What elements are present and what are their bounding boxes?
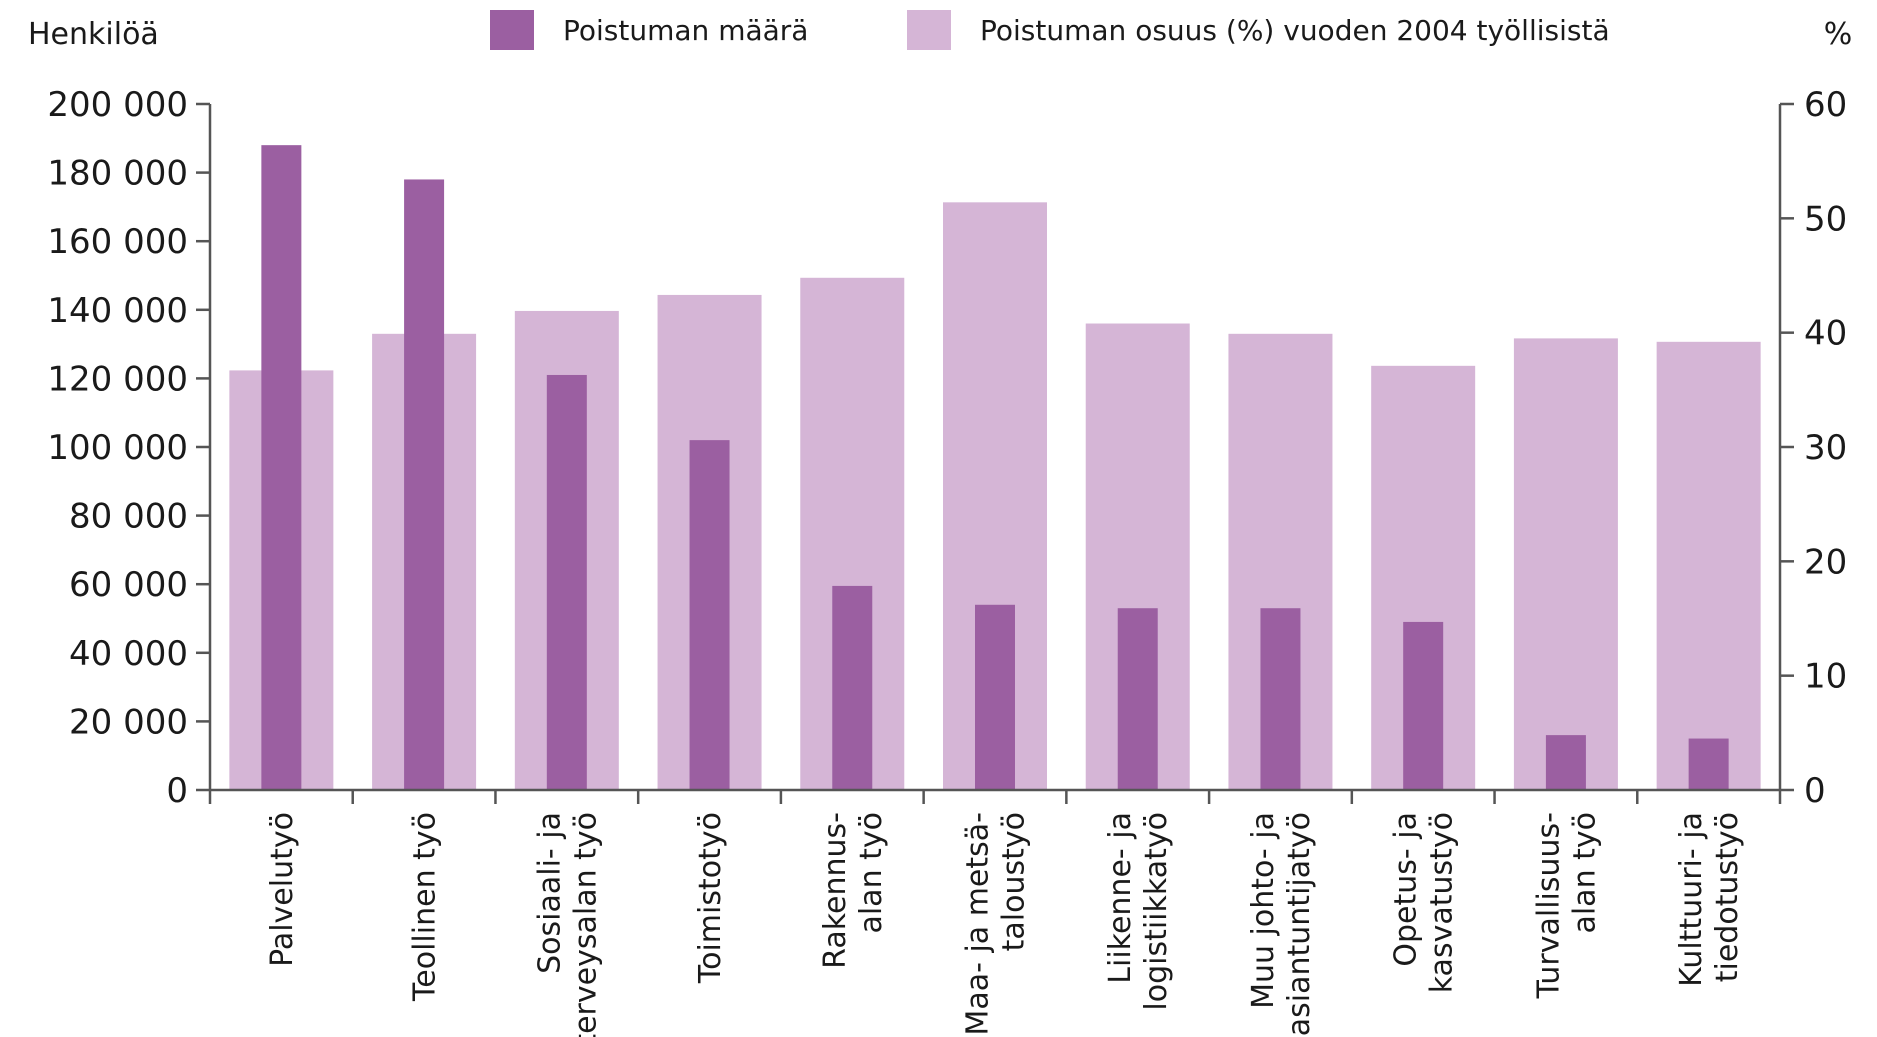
legend-swatch-share (907, 10, 951, 50)
bar-amount (1260, 608, 1301, 790)
x-category-label: Liikenne- ja (1103, 812, 1138, 984)
bar-amount (832, 585, 873, 790)
bar-amount (1545, 735, 1586, 790)
right-tick-label: 10 (1804, 657, 1847, 697)
left-tick-label: 20 000 (69, 702, 188, 742)
bar-amount (975, 604, 1015, 790)
left-tick-label: 100 000 (47, 428, 188, 468)
left-axis-ticks: 0 20 000 40 000 60 000 80 000 100 000 120 000 1… (47, 85, 210, 811)
left-tick-label: 0 (166, 771, 188, 811)
left-tick-label: 120 000 (47, 359, 188, 399)
bar-amount (689, 440, 730, 790)
left-tick-label: 160 000 (47, 222, 188, 262)
amount-bars (261, 145, 1729, 790)
x-category-label: Palvelutyö (265, 812, 300, 967)
right-tick-label: 0 (1804, 771, 1826, 811)
x-category-label: Opetus- ja (1389, 812, 1424, 967)
right-tick-label: 60 (1804, 85, 1847, 125)
x-category-label: kasvatustyö (1425, 812, 1460, 993)
x-category-label: alan työ (1567, 812, 1602, 934)
left-tick-label: 140 000 (47, 291, 188, 331)
bar-share (1513, 338, 1618, 790)
legend-label-share: Poistuman osuus (%) vuoden 2004 työllisi… (980, 14, 1610, 47)
x-category-label: Kulttuuri- ja (1674, 812, 1709, 987)
bar-amount (404, 179, 445, 790)
x-category-label: Toimistotyö (693, 812, 728, 984)
x-category-label: Rakennus- (818, 812, 853, 969)
y-right-axis-title: % (1824, 17, 1853, 52)
bar-amount (1403, 621, 1444, 790)
right-tick-label: 50 (1804, 199, 1847, 239)
x-category-label: alan työ (854, 812, 889, 934)
x-category-label: Maa- ja metsä- (961, 812, 996, 1036)
bar-amount (261, 145, 302, 790)
bar-amount (546, 374, 587, 790)
left-tick-label: 180 000 (47, 154, 188, 194)
right-axis-ticks: 0 10 20 30 40 50 60 (1780, 85, 1847, 811)
x-category-label: tiedotustyö (1710, 812, 1745, 982)
legend-label-amount: Poistuman määrä (563, 14, 808, 47)
x-category-label: terveysalan työ (568, 812, 603, 1037)
legend: Poistuman määrä Poistuman osuus (%) vuod… (490, 10, 1610, 50)
x-category-label: taloustyö (997, 812, 1032, 951)
left-tick-label: 60 000 (69, 565, 188, 605)
x-category-label: Muu johto- ja (1246, 812, 1281, 1009)
legend-swatch-amount (490, 10, 534, 50)
x-category-label: logistiikkatyö (1139, 812, 1174, 1011)
bar-amount (1117, 608, 1158, 790)
x-category-label: asiantuntijatyö (1282, 812, 1317, 1036)
x-axis-labels: Palvelutyö Teollinen työ Sosiaali- ja terve… (265, 812, 1745, 1037)
left-tick-label: 200 000 (47, 85, 188, 125)
right-tick-label: 20 (1804, 542, 1847, 582)
left-tick-label: 80 000 (69, 497, 188, 537)
bar-amount (1688, 738, 1729, 790)
x-category-label: Sosiaali- ja (532, 812, 567, 974)
right-tick-label: 40 (1804, 314, 1847, 354)
right-tick-label: 30 (1804, 428, 1847, 468)
x-category-label: Turvallisuus- (1531, 812, 1566, 999)
y-left-axis-title: Henkilöä (28, 17, 159, 52)
bar-share (1656, 341, 1761, 790)
x-category-label: Teollinen työ (408, 812, 443, 1002)
left-tick-label: 40 000 (69, 634, 188, 674)
